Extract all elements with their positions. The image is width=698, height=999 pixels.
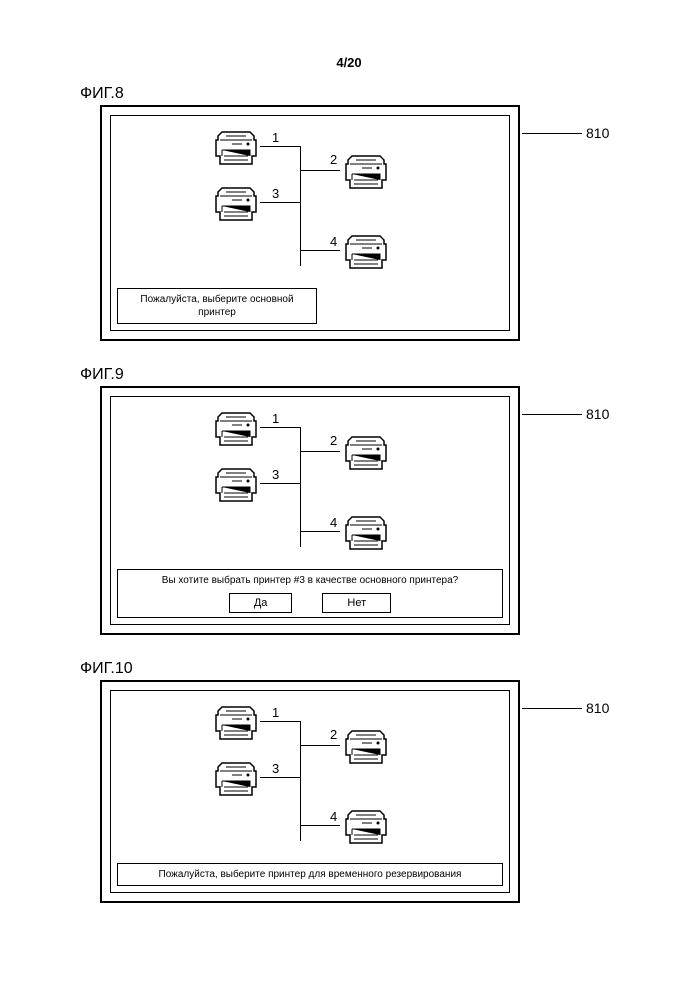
printer-label: 2	[330, 727, 337, 742]
network-bus-vertical	[300, 721, 301, 841]
printer-label: 1	[272, 705, 279, 720]
network-branch	[300, 451, 340, 452]
page-number: 4/20	[336, 55, 361, 70]
reference-line	[522, 133, 582, 134]
printer-label: 4	[330, 234, 337, 249]
reference-label: 810	[586, 125, 609, 141]
network-branch	[300, 170, 340, 171]
reference-label: 810	[586, 406, 609, 422]
network-branch	[300, 250, 340, 251]
printer-icon-2[interactable]	[342, 150, 390, 192]
network-branch	[260, 721, 300, 722]
printer-icon-1[interactable]	[212, 126, 260, 168]
network-branch	[260, 483, 300, 484]
printer-label: 3	[272, 467, 279, 482]
confirm-dialog: Вы хотите выбрать принтер #3 в качестве …	[117, 569, 503, 618]
figure-10: ФИГ.10 1 2 3 4 Пожалуйста, выберите прин…	[60, 660, 638, 903]
screen-frame: 1 2 3 4 Вы хотите выбрать принтер #3 в к…	[100, 386, 520, 635]
figure-title: ФИГ.9	[80, 366, 638, 384]
screen-frame: 1 2 3 4 Пожалуйста, выберите основной пр…	[100, 105, 520, 341]
network-branch	[260, 202, 300, 203]
network-branch	[300, 825, 340, 826]
reference-label: 810	[586, 700, 609, 716]
printer-label: 4	[330, 515, 337, 530]
printer-icon-3[interactable]	[212, 463, 260, 505]
network-branch	[260, 146, 300, 147]
printer-icon-1[interactable]	[212, 407, 260, 449]
figure-title: ФИГ.10	[80, 660, 638, 678]
printer-label: 4	[330, 809, 337, 824]
network-bus-vertical	[300, 427, 301, 547]
reference-line	[522, 708, 582, 709]
network-branch	[300, 531, 340, 532]
screen-content: 1 2 3 4 Пожалуйста, выберите основной пр…	[110, 115, 510, 331]
button-row: Да Нет	[124, 593, 496, 613]
printer-icon-4[interactable]	[342, 511, 390, 553]
printer-icon-2[interactable]	[342, 725, 390, 767]
reference-line	[522, 414, 582, 415]
printer-icon-1[interactable]	[212, 701, 260, 743]
figure-title: ФИГ.8	[80, 85, 638, 103]
network-diagram: 1 2 3 4	[170, 697, 450, 857]
message-box: Пожалуйста, выберите основной принтер	[117, 288, 317, 324]
printer-icon-2[interactable]	[342, 431, 390, 473]
screen-content: 1 2 3 4 Вы хотите выбрать принтер #3 в к…	[110, 396, 510, 625]
printer-icon-4[interactable]	[342, 230, 390, 272]
printer-label: 1	[272, 411, 279, 426]
printer-label: 1	[272, 130, 279, 145]
printer-label: 2	[330, 433, 337, 448]
network-diagram: 1 2 3 4	[170, 403, 450, 563]
network-branch	[300, 745, 340, 746]
network-diagram: 1 2 3 4	[170, 122, 450, 282]
printer-label: 3	[272, 761, 279, 776]
printer-icon-4[interactable]	[342, 805, 390, 847]
network-branch	[260, 427, 300, 428]
confirm-message: Вы хотите выбрать принтер #3 в качестве …	[124, 574, 496, 587]
printer-icon-3[interactable]	[212, 182, 260, 224]
printer-icon-3[interactable]	[212, 757, 260, 799]
printer-label: 3	[272, 186, 279, 201]
network-bus-vertical	[300, 146, 301, 266]
no-button[interactable]: Нет	[322, 593, 391, 613]
network-branch	[260, 777, 300, 778]
screen-content: 1 2 3 4 Пожалуйста, выберите принтер для…	[110, 690, 510, 893]
printer-label: 2	[330, 152, 337, 167]
screen-frame: 1 2 3 4 Пожалуйста, выберите принтер для…	[100, 680, 520, 903]
message-box: Пожалуйста, выберите принтер для временн…	[117, 863, 503, 886]
figure-8: ФИГ.8 1 2 3 4 Пожалуйста, выберите основ…	[60, 85, 638, 341]
figure-9: ФИГ.9 1 2 3 4 Вы хотите выбрать принтер …	[60, 366, 638, 635]
yes-button[interactable]: Да	[229, 593, 293, 613]
